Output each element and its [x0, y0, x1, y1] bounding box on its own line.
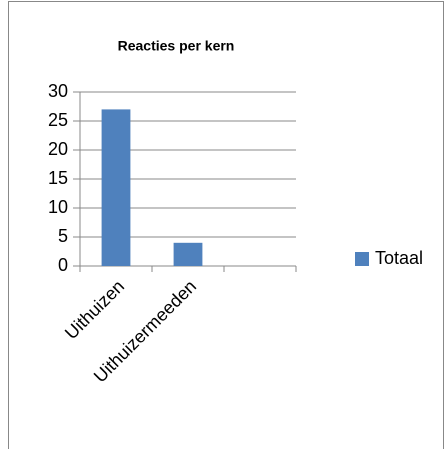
y-tick-label: 25: [48, 110, 68, 130]
y-tick-label: 5: [58, 226, 68, 246]
y-tick-label: 15: [48, 168, 68, 188]
bar: [101, 109, 131, 267]
y-tick-label: 0: [58, 255, 68, 275]
chart-title: Reacties per kern: [118, 38, 235, 54]
y-tick-label: 10: [48, 197, 68, 217]
legend-swatch: [355, 252, 369, 266]
y-tick-label: 30: [48, 81, 68, 101]
y-tick-label: 20: [48, 139, 68, 159]
legend-label: Totaal: [375, 248, 423, 268]
chart-border: [8, 1, 444, 449]
bar: [173, 242, 203, 266]
